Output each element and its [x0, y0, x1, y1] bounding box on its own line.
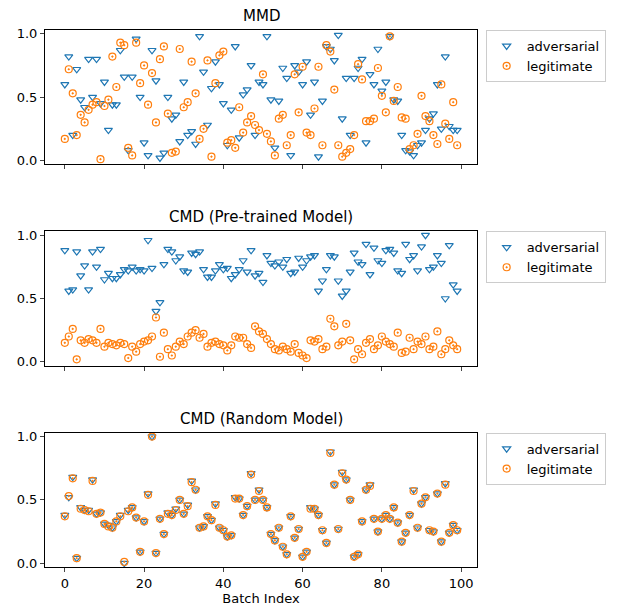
svg-text:1.0: 1.0: [17, 26, 38, 41]
svg-text:CMD (Random Model): CMD (Random Model): [180, 410, 343, 428]
svg-text:0.5: 0.5: [17, 492, 38, 507]
svg-text:MMD: MMD: [243, 7, 280, 25]
svg-text:1.0: 1.0: [17, 429, 38, 444]
svg-text:1.0: 1.0: [17, 228, 38, 243]
svg-text:60: 60: [294, 576, 311, 591]
svg-text:legitimate: legitimate: [527, 260, 593, 275]
svg-text:adversarial: adversarial: [527, 240, 600, 255]
svg-text:CMD (Pre-trained Model): CMD (Pre-trained Model): [169, 208, 353, 226]
svg-text:adversarial: adversarial: [527, 442, 600, 457]
svg-text:legitimate: legitimate: [527, 462, 593, 477]
svg-text:Batch Index: Batch Index: [222, 591, 300, 606]
svg-text:0.5: 0.5: [17, 291, 38, 306]
svg-text:40: 40: [215, 576, 232, 591]
svg-text:0.5: 0.5: [17, 90, 38, 105]
svg-text:0.0: 0.0: [17, 153, 38, 168]
svg-text:0.0: 0.0: [17, 556, 38, 571]
svg-text:20: 20: [136, 576, 153, 591]
svg-text:80: 80: [374, 576, 391, 591]
svg-text:100: 100: [449, 576, 474, 591]
svg-text:0: 0: [61, 576, 69, 591]
svg-text:0.0: 0.0: [17, 354, 38, 369]
svg-text:adversarial: adversarial: [527, 39, 600, 54]
svg-text:legitimate: legitimate: [527, 59, 593, 74]
